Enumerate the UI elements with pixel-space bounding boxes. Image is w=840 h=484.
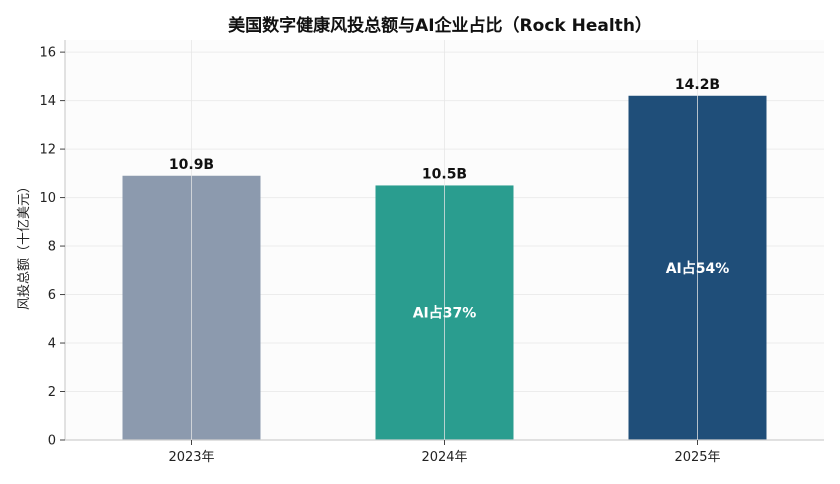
y-tick-label: 2 [48, 385, 56, 400]
y-tick-label: 16 [39, 46, 56, 61]
y-ticks: 0 2 4 6 8 10 12 14 16 [39, 46, 65, 449]
y-tick-label: 4 [48, 337, 56, 352]
bar-value-label: 14.2B [675, 77, 720, 93]
x-tick-label: 2023年 [168, 450, 214, 465]
ai-share-label: AI占37% [413, 305, 477, 322]
y-tick-label: 14 [39, 94, 56, 109]
y-tick-label: 0 [48, 434, 56, 449]
y-axis-label: 风投总额（十亿美元） [16, 180, 32, 310]
x-ticks: 2023年 2024年 2025年 [168, 440, 721, 465]
bar-value-label: 10.5B [422, 166, 467, 182]
y-tick-label: 10 [39, 191, 56, 206]
data-labels: 10.9B 10.5B AI占37% 14.2B AI占54% [169, 77, 729, 322]
y-tick-label: 8 [48, 240, 56, 255]
bar-value-label: 10.9B [169, 157, 214, 173]
x-tick-label: 2024年 [421, 450, 467, 465]
y-tick-label: 12 [39, 143, 56, 158]
ai-share-label: AI占54% [666, 260, 730, 277]
y-tick-label: 6 [48, 288, 56, 303]
chart-title: 美国数字健康风投总额与AI企业占比（Rock Health） [228, 15, 652, 36]
x-tick-label: 2025年 [674, 450, 720, 465]
vertical-gridlines [191, 40, 698, 440]
